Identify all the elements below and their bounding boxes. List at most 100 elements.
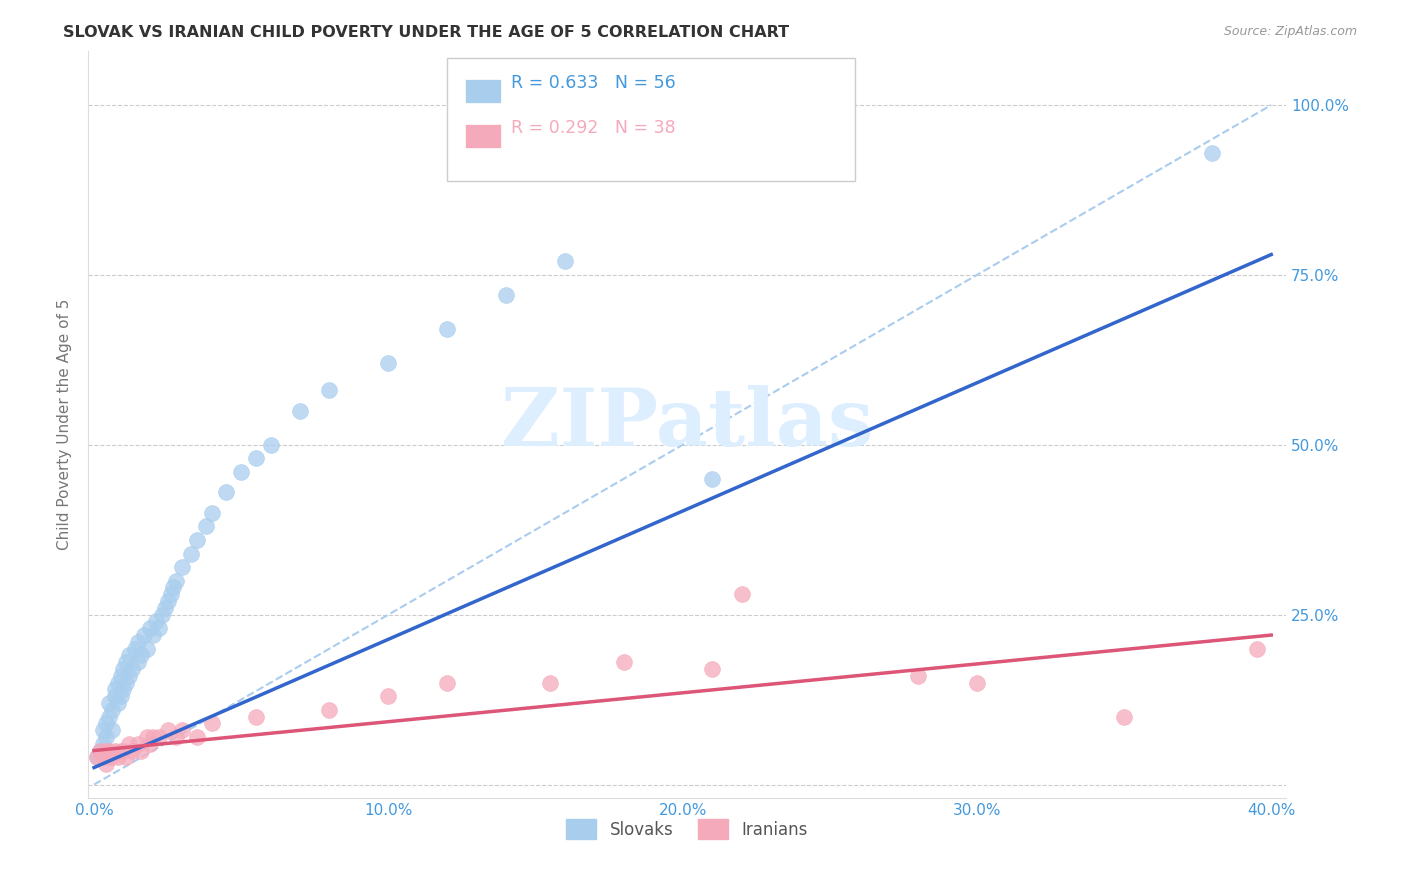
Point — [966, 675, 988, 690]
Point — [377, 356, 399, 370]
Point — [186, 730, 208, 744]
Text: R = 0.633   N = 56: R = 0.633 N = 56 — [510, 74, 676, 92]
Point — [180, 547, 202, 561]
Point — [156, 594, 179, 608]
Point — [1112, 709, 1135, 723]
Y-axis label: Child Poverty Under the Age of 5: Child Poverty Under the Age of 5 — [58, 299, 72, 550]
Point — [107, 750, 129, 764]
Point — [201, 506, 224, 520]
Point — [186, 533, 208, 547]
Point — [91, 723, 114, 738]
Text: R = 0.292   N = 38: R = 0.292 N = 38 — [510, 119, 676, 136]
Point — [115, 675, 138, 690]
Point — [159, 587, 181, 601]
Point — [97, 750, 120, 764]
Point — [100, 723, 122, 738]
Point — [89, 743, 111, 757]
Point — [97, 696, 120, 710]
Point — [148, 730, 170, 744]
Text: ZIPatlas: ZIPatlas — [501, 385, 873, 464]
Point — [91, 750, 114, 764]
Point — [118, 669, 141, 683]
Point — [118, 648, 141, 663]
Point — [613, 655, 636, 669]
Point — [100, 703, 122, 717]
Point — [86, 750, 108, 764]
Point — [730, 587, 752, 601]
Point — [136, 641, 159, 656]
Point — [156, 723, 179, 738]
Point — [139, 621, 162, 635]
Point — [104, 743, 127, 757]
Point — [136, 730, 159, 744]
Point — [112, 662, 135, 676]
FancyBboxPatch shape — [465, 79, 502, 103]
Point — [94, 743, 117, 757]
Point — [148, 621, 170, 635]
Point — [97, 743, 120, 757]
Point — [436, 322, 458, 336]
Point — [91, 737, 114, 751]
Point — [194, 519, 217, 533]
Point — [104, 690, 127, 704]
Point — [97, 709, 120, 723]
Point — [121, 662, 143, 676]
Point — [142, 730, 165, 744]
Point — [318, 703, 340, 717]
Point — [318, 384, 340, 398]
Point — [110, 669, 132, 683]
Point — [201, 716, 224, 731]
Text: Source: ZipAtlas.com: Source: ZipAtlas.com — [1223, 25, 1357, 38]
Point — [231, 465, 253, 479]
Point — [94, 716, 117, 731]
Point — [153, 600, 176, 615]
Point — [538, 675, 561, 690]
Point — [129, 648, 152, 663]
Point — [127, 737, 149, 751]
Point — [127, 655, 149, 669]
Legend: Slovaks, Iranians: Slovaks, Iranians — [560, 813, 814, 846]
Point — [139, 737, 162, 751]
Point — [127, 635, 149, 649]
Point — [115, 750, 138, 764]
Point — [129, 743, 152, 757]
Point — [107, 696, 129, 710]
Point — [245, 709, 267, 723]
Point — [1246, 641, 1268, 656]
Point — [495, 288, 517, 302]
Point — [215, 485, 238, 500]
Text: SLOVAK VS IRANIAN CHILD POVERTY UNDER THE AGE OF 5 CORRELATION CHART: SLOVAK VS IRANIAN CHILD POVERTY UNDER TH… — [63, 25, 789, 40]
Point — [245, 451, 267, 466]
Point — [700, 472, 723, 486]
Point — [104, 682, 127, 697]
Point — [377, 690, 399, 704]
Point — [907, 669, 929, 683]
Point — [112, 743, 135, 757]
Point — [142, 628, 165, 642]
Point — [259, 438, 281, 452]
Point — [700, 662, 723, 676]
Point — [172, 560, 194, 574]
Point — [124, 641, 146, 656]
FancyBboxPatch shape — [465, 124, 502, 148]
Point — [162, 581, 184, 595]
FancyBboxPatch shape — [447, 58, 855, 181]
Point — [115, 655, 138, 669]
Point — [554, 254, 576, 268]
Point — [145, 615, 167, 629]
Point — [112, 682, 135, 697]
Point — [172, 723, 194, 738]
Point — [121, 743, 143, 757]
Point — [107, 675, 129, 690]
Point — [132, 628, 155, 642]
Point — [118, 737, 141, 751]
Point — [436, 675, 458, 690]
Point — [100, 750, 122, 764]
Point — [94, 730, 117, 744]
Point — [288, 404, 311, 418]
Point — [150, 607, 173, 622]
Point — [110, 743, 132, 757]
Point — [1201, 145, 1223, 160]
Point — [165, 730, 187, 744]
Point — [89, 743, 111, 757]
